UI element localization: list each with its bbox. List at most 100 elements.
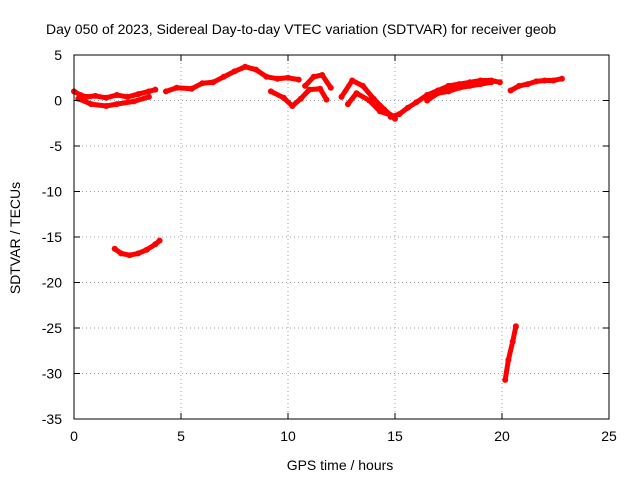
data-point [231, 68, 238, 75]
data-point [111, 245, 118, 252]
data-point [302, 82, 309, 89]
data-point [396, 111, 403, 118]
data-point [252, 66, 259, 73]
ticks [73, 54, 610, 420]
data-point [263, 73, 270, 80]
data-point [289, 103, 296, 109]
x-tick-label: 15 [387, 428, 403, 444]
y-tick-label: -30 [42, 366, 62, 382]
x-axis-label: GPS time / hours [287, 457, 394, 473]
data-point [145, 88, 152, 95]
chart-title: Day 050 of 2023, Sidereal Day-to-day VTE… [46, 21, 556, 37]
series-line-seg1 [71, 87, 158, 101]
data-point [188, 85, 195, 92]
y-tick-labels: 5 0 -5 -10 -15 -20 -25 -30 -35 [42, 47, 62, 427]
y-tick-label: -25 [42, 320, 62, 336]
data-point [113, 101, 120, 108]
data-point [210, 79, 217, 86]
data-point [516, 82, 523, 89]
data-point [477, 81, 484, 88]
data-point [306, 86, 313, 93]
data-point [242, 63, 249, 70]
x-tick-label: 5 [177, 428, 185, 444]
x-tick-label: 0 [70, 428, 78, 444]
data-point [541, 77, 548, 84]
y-tick-label: 0 [54, 93, 62, 109]
data-point [349, 77, 356, 84]
data-point [338, 93, 345, 100]
data-point [173, 84, 180, 91]
data-point [387, 113, 394, 120]
data-point [103, 94, 110, 101]
data-point [509, 338, 516, 345]
y-tick-label: -5 [50, 138, 63, 154]
data-point [103, 103, 110, 109]
series-line-seg12 [502, 323, 519, 383]
data-point [130, 98, 137, 105]
data-point [413, 99, 420, 106]
y-tick-label: 5 [54, 47, 62, 63]
data-point [456, 84, 463, 91]
data-point [156, 237, 163, 244]
data-point [377, 108, 383, 115]
data-point [317, 85, 324, 92]
data-point [533, 78, 540, 85]
y-tick-label: -35 [42, 411, 62, 427]
data-point [488, 79, 495, 86]
data-point [445, 82, 452, 89]
data-point [319, 72, 326, 78]
data-point [558, 75, 565, 82]
y-axis-label: SDTVAR / TECUs [7, 182, 23, 294]
data-point [327, 84, 334, 91]
data-point [359, 82, 366, 89]
data-point [135, 91, 142, 98]
data-point [550, 77, 557, 84]
data-point [163, 88, 169, 95]
x-tick-label: 10 [280, 428, 296, 444]
data-point [524, 81, 531, 88]
data-point [434, 90, 441, 97]
data-point [83, 93, 90, 100]
data-point [124, 93, 131, 100]
data-point [353, 90, 360, 97]
y-tick-label: -15 [42, 229, 62, 245]
data-point [507, 87, 514, 94]
data-point [505, 356, 512, 363]
data-point [424, 97, 431, 104]
data-point [267, 88, 274, 95]
data-point [118, 250, 125, 257]
data-point [445, 88, 452, 95]
data-point [366, 97, 373, 104]
data-point [92, 92, 99, 99]
data-point [88, 101, 95, 108]
data-point [280, 94, 287, 101]
data-point [135, 250, 142, 257]
data-point [152, 86, 159, 93]
data-point [295, 76, 302, 83]
series-group [71, 63, 565, 383]
x-tick-labels: 0 5 10 15 20 25 [70, 428, 617, 444]
x-tick-label: 25 [601, 428, 617, 444]
data-point [502, 376, 509, 383]
data-point [199, 80, 206, 87]
data-point [285, 74, 291, 81]
data-point [404, 104, 411, 111]
data-point [126, 252, 133, 259]
data-point [274, 75, 281, 82]
series-line-seg5 [302, 72, 334, 91]
data-point [344, 101, 351, 108]
y-tick-label: -20 [42, 275, 62, 291]
data-point [512, 323, 519, 330]
x-tick-label: 20 [494, 428, 510, 444]
y-tick-label: -10 [42, 184, 62, 200]
grid [74, 55, 609, 419]
data-point [113, 92, 120, 98]
data-point [143, 246, 150, 253]
data-point [220, 73, 227, 80]
data-point [466, 82, 473, 89]
data-point [152, 241, 159, 248]
data-point [145, 93, 152, 100]
data-point [310, 73, 317, 80]
data-point [297, 95, 304, 102]
